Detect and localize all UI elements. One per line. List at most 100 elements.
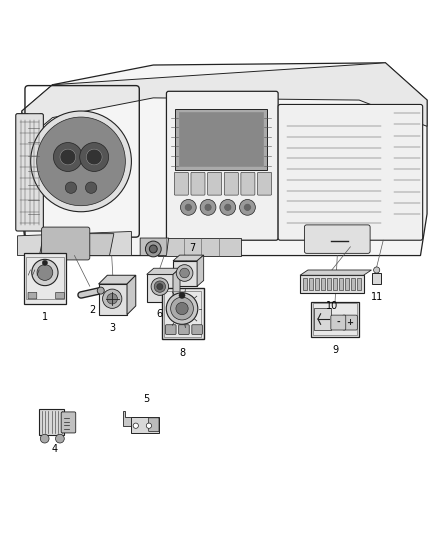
FancyBboxPatch shape xyxy=(179,112,264,167)
Circle shape xyxy=(85,182,97,193)
Circle shape xyxy=(107,294,117,304)
FancyBboxPatch shape xyxy=(16,114,43,231)
Polygon shape xyxy=(99,275,136,284)
FancyBboxPatch shape xyxy=(191,172,205,195)
FancyBboxPatch shape xyxy=(179,325,189,334)
Circle shape xyxy=(200,199,216,215)
Circle shape xyxy=(40,434,49,443)
FancyBboxPatch shape xyxy=(333,278,337,290)
Circle shape xyxy=(97,287,104,294)
Circle shape xyxy=(102,289,122,309)
Circle shape xyxy=(154,281,166,292)
Text: 9: 9 xyxy=(332,345,338,356)
Text: 10: 10 xyxy=(326,301,338,311)
FancyBboxPatch shape xyxy=(147,274,173,302)
FancyBboxPatch shape xyxy=(339,278,343,290)
FancyBboxPatch shape xyxy=(61,412,76,433)
Text: 4: 4 xyxy=(51,444,57,454)
Polygon shape xyxy=(140,238,169,255)
Polygon shape xyxy=(197,255,204,286)
FancyBboxPatch shape xyxy=(314,308,331,330)
Text: 3: 3 xyxy=(109,324,115,334)
FancyBboxPatch shape xyxy=(192,325,202,334)
FancyBboxPatch shape xyxy=(345,278,349,290)
FancyBboxPatch shape xyxy=(166,325,176,334)
Circle shape xyxy=(204,204,212,211)
Polygon shape xyxy=(158,238,241,255)
FancyBboxPatch shape xyxy=(241,172,255,195)
Text: +: + xyxy=(346,318,353,327)
Polygon shape xyxy=(22,63,427,140)
Circle shape xyxy=(179,292,185,298)
Text: 1: 1 xyxy=(42,312,48,322)
FancyBboxPatch shape xyxy=(331,315,346,330)
FancyBboxPatch shape xyxy=(162,288,204,339)
Circle shape xyxy=(32,260,58,286)
Polygon shape xyxy=(173,255,204,261)
Circle shape xyxy=(240,199,255,215)
Circle shape xyxy=(56,434,64,443)
FancyBboxPatch shape xyxy=(28,292,37,299)
Circle shape xyxy=(80,142,109,172)
Circle shape xyxy=(151,278,169,295)
Polygon shape xyxy=(123,411,131,426)
FancyBboxPatch shape xyxy=(166,91,278,240)
FancyBboxPatch shape xyxy=(99,284,127,314)
FancyBboxPatch shape xyxy=(42,227,90,260)
Circle shape xyxy=(176,265,193,281)
FancyBboxPatch shape xyxy=(303,278,307,290)
FancyBboxPatch shape xyxy=(321,278,325,290)
Text: 11: 11 xyxy=(371,292,383,302)
Polygon shape xyxy=(39,233,114,255)
FancyBboxPatch shape xyxy=(258,172,272,195)
FancyBboxPatch shape xyxy=(300,275,364,293)
FancyBboxPatch shape xyxy=(131,417,159,433)
Circle shape xyxy=(374,267,380,273)
Circle shape xyxy=(37,264,53,280)
Circle shape xyxy=(244,204,251,211)
Text: 2: 2 xyxy=(89,304,95,314)
Circle shape xyxy=(184,204,192,211)
FancyBboxPatch shape xyxy=(278,104,423,240)
FancyBboxPatch shape xyxy=(327,278,331,290)
Polygon shape xyxy=(18,63,427,255)
Circle shape xyxy=(220,199,236,215)
FancyBboxPatch shape xyxy=(24,253,66,304)
Circle shape xyxy=(166,293,198,324)
Circle shape xyxy=(42,260,47,265)
Circle shape xyxy=(145,241,161,257)
Text: 8: 8 xyxy=(180,349,186,358)
Circle shape xyxy=(37,117,125,206)
Circle shape xyxy=(180,268,189,278)
Circle shape xyxy=(86,149,102,165)
FancyBboxPatch shape xyxy=(315,278,319,290)
Circle shape xyxy=(133,423,138,429)
Text: 7: 7 xyxy=(189,243,195,253)
Polygon shape xyxy=(147,268,180,274)
FancyBboxPatch shape xyxy=(372,273,381,284)
Circle shape xyxy=(60,149,76,165)
FancyBboxPatch shape xyxy=(175,109,267,170)
FancyBboxPatch shape xyxy=(148,418,159,432)
Circle shape xyxy=(157,284,163,289)
FancyBboxPatch shape xyxy=(224,172,238,195)
Circle shape xyxy=(224,204,232,211)
FancyBboxPatch shape xyxy=(39,409,64,435)
Polygon shape xyxy=(127,275,136,314)
Circle shape xyxy=(171,297,194,320)
FancyBboxPatch shape xyxy=(173,261,197,286)
Text: 6: 6 xyxy=(157,310,163,319)
Circle shape xyxy=(53,142,82,172)
FancyBboxPatch shape xyxy=(309,278,313,290)
Polygon shape xyxy=(173,268,180,302)
FancyBboxPatch shape xyxy=(357,278,361,290)
FancyBboxPatch shape xyxy=(351,278,355,290)
Polygon shape xyxy=(300,270,371,275)
Circle shape xyxy=(176,302,188,314)
Circle shape xyxy=(65,182,77,193)
FancyBboxPatch shape xyxy=(311,302,359,336)
Circle shape xyxy=(31,111,131,212)
Text: 5: 5 xyxy=(143,394,149,405)
FancyBboxPatch shape xyxy=(208,172,222,195)
FancyBboxPatch shape xyxy=(56,292,64,299)
